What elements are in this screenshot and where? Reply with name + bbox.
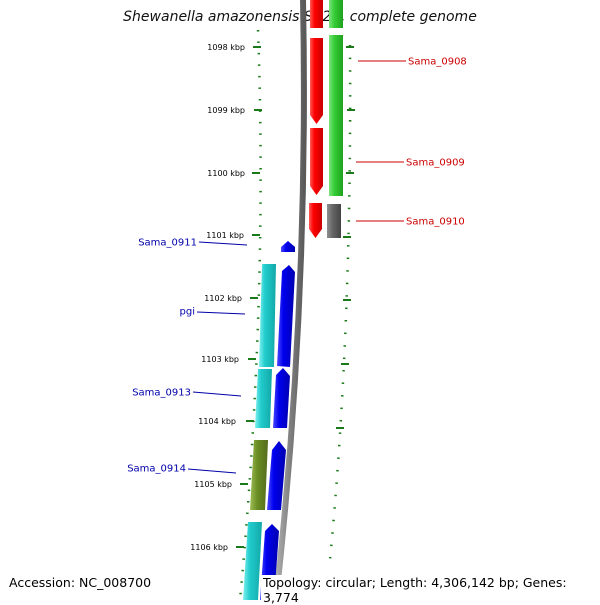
kbp-label: 1098 kbp bbox=[207, 43, 245, 52]
gene-label-pgi[interactable]: pgi bbox=[180, 307, 195, 318]
gene-label-sama-0914[interactable]: Sama_0914 bbox=[127, 464, 186, 475]
gene-arrow-sama-0909 bbox=[310, 128, 323, 195]
gene-arrow-pgi-blue bbox=[277, 265, 295, 367]
forward-strand-genes bbox=[309, 0, 343, 238]
gene-leader-line bbox=[192, 391, 242, 397]
outer-ring-left bbox=[238, 29, 262, 600]
kbp-label: 1099 kbp bbox=[207, 106, 245, 115]
map-title: Shewanella amazonensis SB2B, complete ge… bbox=[123, 9, 477, 25]
gene-leader-line bbox=[198, 241, 248, 246]
gene-label-sama-0910[interactable]: Sama_0910 bbox=[406, 217, 465, 228]
gene-green-rna bbox=[329, 35, 343, 196]
gene-cds-pgi-cyan bbox=[259, 264, 276, 367]
gene-leader-line bbox=[187, 468, 237, 474]
gene-arrow-sama-0911 bbox=[281, 241, 295, 252]
gene-red-block-top bbox=[310, 0, 323, 28]
gene-cds-sama-0913-cyan bbox=[255, 369, 272, 428]
gene-cds-bottom-cyan bbox=[243, 522, 262, 600]
gene-label-sama-0913[interactable]: Sama_0913 bbox=[132, 388, 191, 399]
kbp-label: 1100 kbp bbox=[207, 169, 245, 178]
kbp-label: 1105 kbp bbox=[194, 480, 232, 489]
genome-backbone bbox=[273, 0, 307, 600]
outer-ring-right bbox=[328, 44, 352, 561]
kbp-label: 1104 kbp bbox=[198, 417, 236, 426]
kbp-label: 1102 kbp bbox=[204, 294, 242, 303]
gene-label-sama-0909[interactable]: Sama_0909 bbox=[406, 158, 465, 169]
accession-label: Accession: NC_008700 bbox=[9, 575, 152, 590]
gene-label-sama-0911[interactable]: Sama_0911 bbox=[138, 238, 197, 249]
gene-label-sama-0908[interactable]: Sama_0908 bbox=[408, 57, 467, 68]
kbp-label: 1106 kbp bbox=[190, 543, 228, 552]
kbp-label: 1101 kbp bbox=[206, 231, 244, 240]
gene-arrow-sama-0914-blue bbox=[267, 441, 286, 510]
gene-cds-sama-0914-olive bbox=[250, 440, 268, 510]
gene-arrow-sama-0908 bbox=[310, 38, 323, 124]
gene-green-block-top bbox=[329, 0, 343, 28]
gene-leader-line bbox=[196, 311, 246, 315]
kbp-label: 1103 kbp bbox=[201, 355, 239, 364]
kbp-ruler: 1098 kbp 1099 kbp 1100 kbp 1101 kbp 1102 kbp… bbox=[190, 43, 355, 552]
gene-arrow-sama-0910 bbox=[309, 203, 322, 238]
gene-gray-pseudo bbox=[327, 204, 341, 238]
gene-arrow-sama-0913-blue bbox=[273, 368, 290, 428]
genome-summary: Topology: circular; Length: 4,306,142 bp… bbox=[261, 575, 600, 605]
